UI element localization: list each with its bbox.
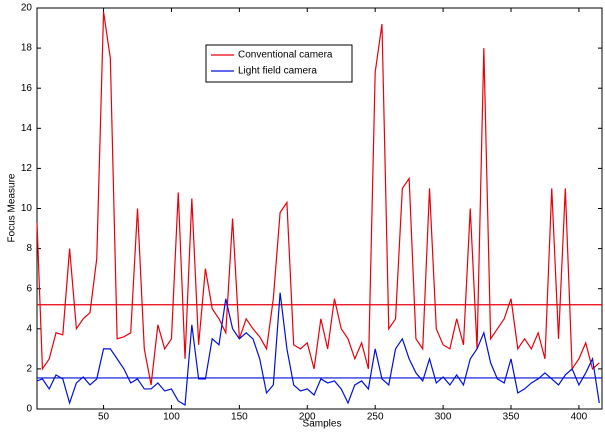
y-tick-label: 18: [21, 43, 33, 54]
x-tick-label: 50: [98, 412, 110, 423]
legend-box: [205, 44, 353, 83]
x-tick-label: 400: [571, 412, 588, 423]
legend-label: Light field camera: [238, 66, 317, 77]
y-tick-label: 4: [26, 323, 32, 334]
x-tick-label: 200: [299, 412, 316, 423]
y-tick-label: 0: [26, 404, 32, 415]
x-tick-label: 350: [503, 412, 520, 423]
y-tick-label: 2: [26, 364, 32, 375]
x-tick-label: 150: [231, 412, 248, 423]
y-tick-label: 14: [21, 123, 33, 134]
series-line: [36, 292, 600, 406]
y-tick-label: 12: [21, 163, 33, 174]
x-tick-label: 100: [163, 412, 180, 423]
x-tick-label: 250: [367, 412, 384, 423]
series-line: [36, 11, 600, 386]
y-tick-label: 16: [21, 83, 33, 94]
x-axis-label: Samples: [303, 419, 342, 430]
y-tick-label: 10: [21, 203, 33, 214]
y-axis-label: Focus Measure: [7, 173, 18, 242]
legend-label: Conventional camera: [238, 50, 333, 61]
y-tick-label: 8: [26, 243, 32, 254]
y-tick-label: 20: [21, 3, 33, 14]
x-tick-label: 300: [435, 412, 452, 423]
y-tick-label: 6: [26, 283, 32, 294]
